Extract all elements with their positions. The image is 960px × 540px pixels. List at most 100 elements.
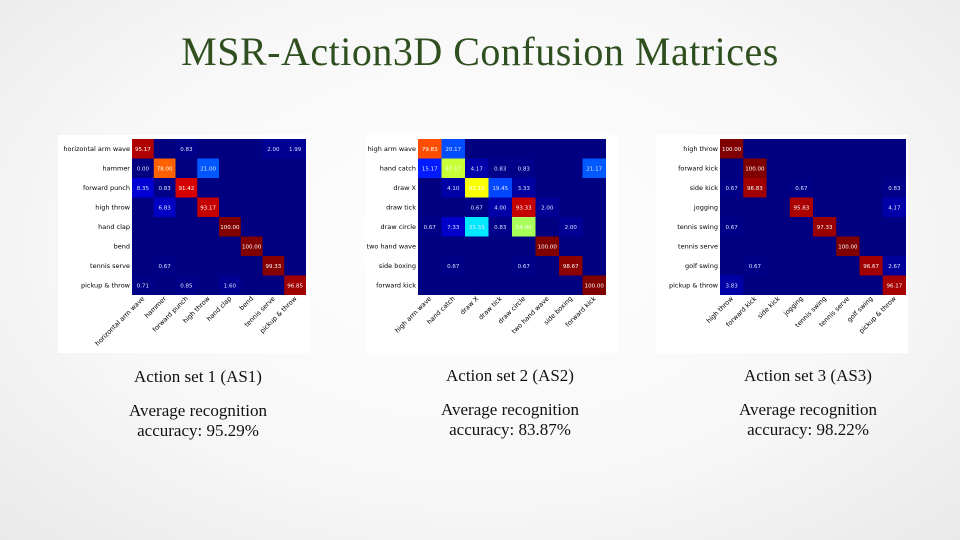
row-label: forward kick (678, 164, 718, 172)
cell-value-label: 35.33 (469, 225, 485, 231)
matrix-cell (132, 158, 154, 178)
cell-value-label: 93.17 (200, 205, 216, 211)
cell-value-label: 100.00 (220, 225, 240, 231)
cell-value-label: 0.83 (159, 186, 172, 192)
matrix-cell (559, 256, 583, 276)
matrix-cell (197, 197, 219, 217)
confusion-matrix-as1: 95.17 0.83 2.00 1.99 0.00 78.00 21.00 8.35 0.83 9… (58, 135, 310, 353)
accuracy-line-1: Average recognition (739, 400, 877, 419)
cell-value-label: 100.00 (745, 166, 765, 172)
cell-value-label: 93.33 (516, 205, 532, 211)
cell-value-label: 2.67 (888, 264, 901, 270)
matrix-cell (441, 178, 465, 198)
cell-value-label: 100.00 (538, 244, 558, 250)
matrix-cell (743, 158, 767, 178)
matrix-cell (512, 256, 536, 276)
cell-value-label: 91.42 (179, 186, 195, 192)
cell-value-label: 57.17 (445, 166, 461, 172)
heatmap-svg: 95.17 0.83 2.00 1.99 0.00 78.00 21.00 8.35 0.83 9… (58, 135, 310, 353)
cell-value-label: 1.99 (289, 147, 302, 153)
cell-value-label: 0.83 (494, 225, 507, 231)
matrix-cell (859, 256, 883, 276)
matrix-cell (882, 256, 906, 276)
row-label: horizontal arm wave (63, 145, 130, 153)
matrix-cell (284, 139, 306, 159)
matrix-cell (418, 158, 442, 178)
cell-value-label: 0.67 (726, 186, 739, 192)
matrix-cell (418, 217, 442, 237)
matrix-cell (512, 158, 536, 178)
confusion-matrix-as2: 79.83 20.17 15.17 57.17 4.17 0.83 0.83 21.17 4.1… (366, 135, 618, 353)
cell-value-label: 95.83 (794, 205, 810, 211)
cell-value-label: 21.00 (200, 166, 216, 172)
matrix-cell (441, 139, 465, 159)
cell-value-label: 100.00 (722, 147, 742, 153)
matrix-cell (175, 178, 198, 198)
cell-value-label: 0.67 (159, 264, 172, 270)
row-label: side kick (690, 184, 719, 192)
matrix-cell (512, 178, 536, 198)
cell-value-label: 3.83 (726, 283, 739, 289)
cell-value-label: 100.00 (585, 283, 605, 289)
matrix-cell (720, 139, 744, 159)
matrix-cell (175, 139, 198, 159)
row-label: tennis serve (678, 242, 718, 250)
row-label: tennis serve (90, 262, 130, 270)
cell-value-label: 99.33 (266, 264, 282, 270)
cell-value-label: 1.60 (224, 283, 237, 289)
confusion-matrix-as3: 100.00 100.00 0.67 96.83 0.67 0.83 95.83 4.17 0.… (656, 135, 908, 353)
cell-value-label: 0.67 (749, 264, 762, 270)
cell-value-label: 79.83 (422, 147, 438, 153)
row-label: draw X (393, 184, 416, 192)
matrix-cell (789, 197, 813, 217)
caption-as1: Action set 1 (AS1) Average recognition a… (98, 367, 298, 441)
cell-value-label: 98.67 (563, 264, 579, 270)
row-label: bend (114, 242, 130, 250)
row-label: two hand wave (367, 242, 416, 250)
row-label: golf swing (685, 262, 718, 270)
cell-value-label: 0.67 (726, 225, 739, 231)
matrix-cell (153, 256, 176, 276)
matrix-cell (153, 178, 176, 198)
action-set-label: Action set 3 (AS3) (744, 366, 872, 385)
matrix-cell (465, 217, 489, 237)
matrix-cell (240, 236, 263, 256)
cell-value-label: 7.33 (447, 225, 460, 231)
cell-value-label: 0.00 (137, 166, 150, 172)
cell-value-label: 2.00 (565, 225, 578, 231)
matrix-cell (132, 275, 154, 295)
matrix-cell (720, 275, 744, 295)
accuracy-line-1: Average recognition (441, 400, 579, 419)
cell-value-label: 96.83 (747, 186, 763, 192)
cell-value-label: 54.00 (516, 225, 532, 231)
row-label: jogging (693, 203, 718, 211)
matrix-cell (153, 197, 176, 217)
cell-value-label: 15.17 (422, 166, 438, 172)
matrix-cell (882, 178, 906, 198)
caption-as3: Action set 3 (AS3) Average recognition a… (708, 366, 908, 440)
matrix-cell (219, 275, 241, 295)
cell-value-label: 0.83 (518, 166, 531, 172)
cell-value-label: 95.17 (135, 147, 151, 153)
cell-value-label: 0.67 (518, 264, 531, 270)
cell-value-label: 0.83 (888, 186, 901, 192)
row-label: high arm wave (368, 145, 416, 153)
row-label: forward kick (376, 281, 416, 289)
matrix-cell (441, 217, 465, 237)
cell-value-label: 78.00 (157, 166, 173, 172)
matrix-cell (582, 275, 606, 295)
cell-value-label: 100.00 (838, 244, 858, 250)
cell-value-label: 96.85 (287, 283, 303, 289)
cell-value-label: 21.17 (586, 166, 602, 172)
cell-value-label: 4.00 (494, 205, 507, 211)
cell-value-label: 8.35 (137, 186, 150, 192)
matrix-cell (132, 139, 154, 159)
matrix-cell (488, 197, 512, 217)
heatmap-svg: 79.83 20.17 15.17 57.17 4.17 0.83 0.83 21.17 4.1… (366, 135, 618, 353)
cell-value-label: 96.17 (887, 283, 903, 289)
matrix-cell (441, 256, 465, 276)
matrix-cell (559, 217, 583, 237)
matrix-cell (197, 158, 219, 178)
matrix-cell (882, 275, 906, 295)
matrix-cell (836, 236, 860, 256)
